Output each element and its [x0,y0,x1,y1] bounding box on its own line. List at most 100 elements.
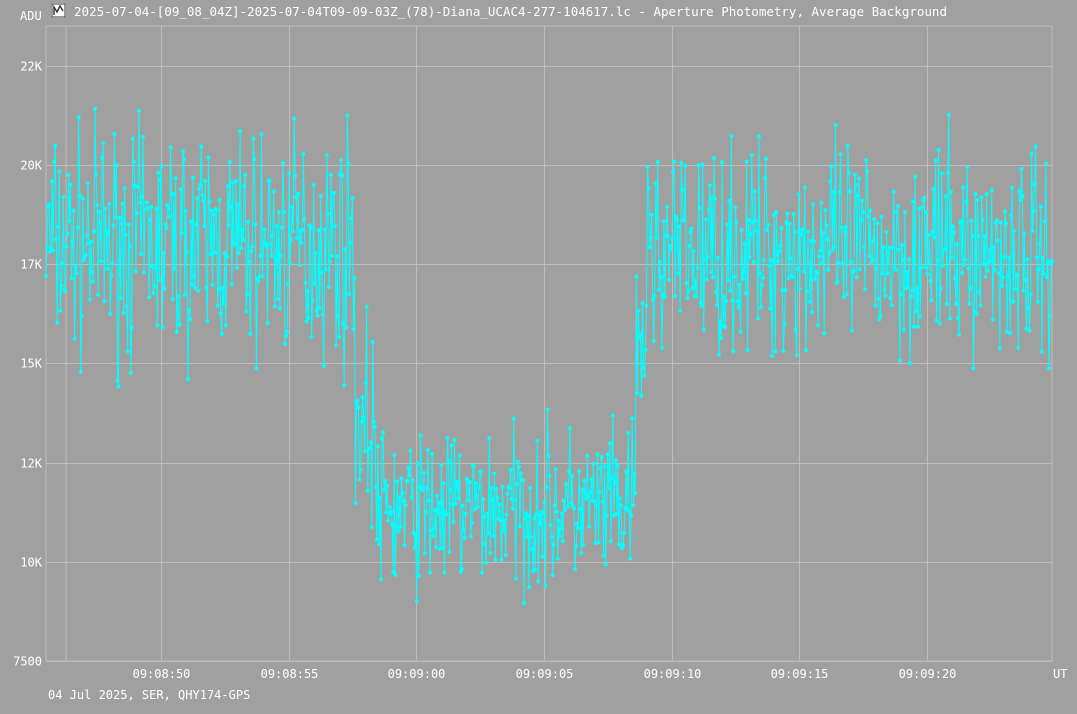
y-tick-label: 17K [20,258,42,272]
data-point [961,185,966,190]
data-point [964,199,969,204]
data-point [563,482,568,487]
data-point [400,491,405,495]
data-point [749,153,754,157]
data-point [724,299,729,303]
data-point [1012,229,1017,233]
data-point [328,172,333,177]
data-point [459,567,464,572]
app-icon [51,3,66,18]
data-point [327,259,332,264]
data-point [984,192,989,197]
data-point [54,237,59,242]
data-point [614,511,619,516]
data-point [835,279,840,284]
data-point [717,352,721,357]
data-point [243,173,248,178]
data-point [534,512,539,517]
data-point [538,522,543,527]
data-point [461,527,466,532]
data-point [55,320,60,325]
data-point [197,187,202,191]
data-point [426,447,430,452]
data-point [671,170,676,175]
x-tick-label: 09:09:10 [644,667,702,681]
data-point [599,455,604,459]
data-point [75,225,80,230]
data-point [1017,189,1022,193]
data-point [867,254,872,258]
data-point [1009,213,1014,218]
data-point [812,239,816,244]
data-point [409,495,414,500]
data-point [752,189,757,194]
data-point [815,271,820,276]
data-point [248,332,253,336]
data-point [714,290,718,295]
data-point [127,244,132,249]
data-point [1048,314,1052,319]
data-point [582,478,587,483]
data-point [108,311,113,316]
data-point [578,507,583,512]
data-point [286,281,291,286]
data-point [129,325,134,330]
data-point [181,157,186,162]
data-point [603,562,608,567]
data-point [190,282,194,287]
data-point [954,301,958,306]
data-point [171,191,176,196]
data-point [772,212,777,217]
data-point [479,469,484,474]
data-point [135,184,140,189]
data-point [1001,275,1005,280]
data-point [902,210,907,215]
data-point [106,232,111,237]
data-point [944,302,949,306]
data-point [546,453,551,458]
data-point [170,297,175,302]
data-point [385,483,390,488]
data-point [648,235,653,240]
data-point [425,485,429,490]
data-point [612,480,617,485]
data-point [969,218,974,223]
data-point [393,572,398,577]
data-point [613,458,618,463]
data-point [238,129,243,134]
data-point [369,525,374,530]
data-point [631,503,636,508]
data-point [1035,299,1040,304]
data-point [530,547,535,552]
data-point [540,554,545,559]
data-point [149,204,154,209]
data-point [44,274,48,278]
data-point [239,246,244,251]
data-point [920,205,925,210]
data-point [1040,255,1045,260]
data-point [645,165,650,170]
data-point [98,221,103,226]
data-point [99,259,104,264]
footer-caption: 04 Jul 2025, SER, QHY174-GPS [48,688,251,702]
data-point [45,245,49,250]
data-point [823,208,828,212]
data-point [511,416,516,421]
data-point [498,518,503,523]
data-point [69,276,74,281]
data-point [875,221,880,226]
data-point [209,208,214,213]
data-point [163,222,168,227]
y-tick-label: 20K [20,159,42,173]
data-point [746,218,751,223]
data-point [659,345,664,350]
data-point [250,244,255,249]
data-point [883,293,888,298]
data-point [173,176,178,181]
data-point [536,579,541,584]
data-point [819,200,824,205]
data-point [722,294,727,299]
data-point [946,112,951,117]
data-point [363,381,368,385]
